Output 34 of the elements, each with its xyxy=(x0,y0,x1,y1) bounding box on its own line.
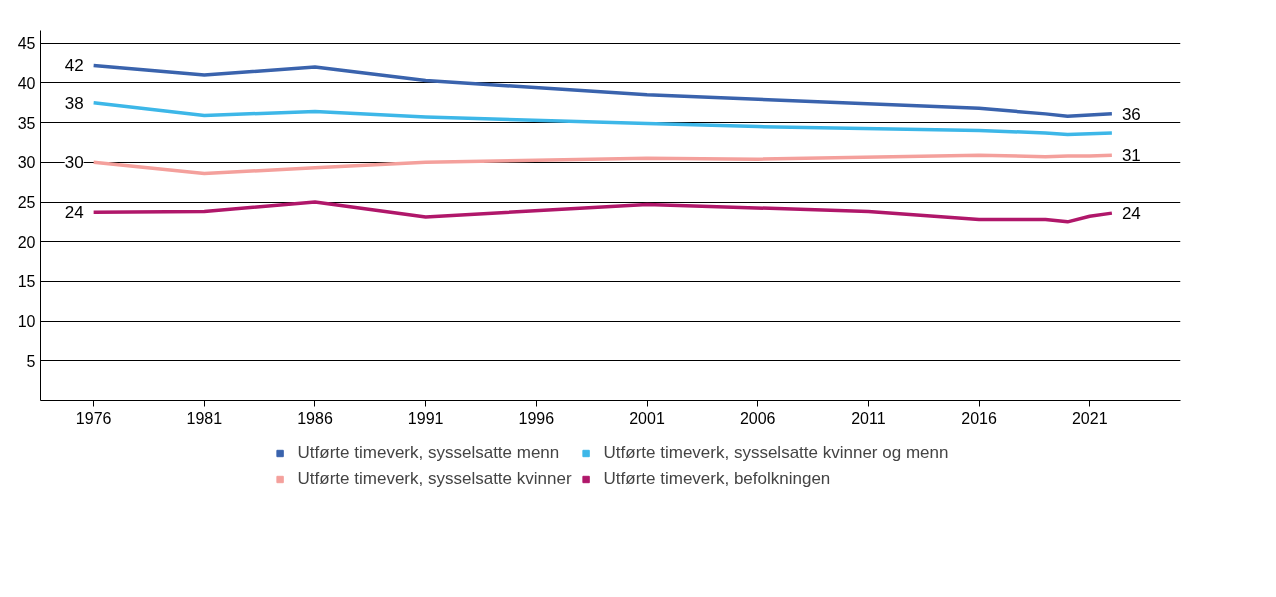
legend-label: Utførte timeverk, sysselsatte menn xyxy=(297,443,560,463)
x-tick-label: 2011 xyxy=(851,409,886,427)
y-tick-label: 15 xyxy=(17,273,36,291)
y-tick-label: 35 xyxy=(17,114,36,132)
data-label: 31 xyxy=(1121,146,1141,166)
y-tick-label: 45 xyxy=(17,35,36,53)
x-tick-label: 2016 xyxy=(961,409,997,427)
x-tick-label: 1996 xyxy=(518,409,555,427)
x-tick-label: 2006 xyxy=(739,409,776,427)
data-label: 42 xyxy=(64,56,84,76)
x-tick-label: 1991 xyxy=(407,409,444,427)
data-label: 30 xyxy=(64,153,84,173)
x-tick-label: 1976 xyxy=(75,409,112,427)
y-tick-label: 20 xyxy=(17,233,36,251)
y-tick-label: 5 xyxy=(26,352,36,370)
x-tick-label: 2021 xyxy=(1071,409,1108,427)
data-label: 24 xyxy=(1121,204,1141,224)
legend-label: Utførte timeverk, befolkningen xyxy=(603,469,831,489)
data-label: 24 xyxy=(64,203,84,223)
line-series xyxy=(91,101,1114,137)
x-tick-label: 2001 xyxy=(629,409,665,427)
legend-label: Utførte timeverk, sysselsatte kvinner xyxy=(297,469,572,489)
y-tick-label: 40 xyxy=(17,74,36,92)
line-series xyxy=(91,200,1114,224)
x-tick-label: 1981 xyxy=(186,409,223,427)
x-tick-label: 1986 xyxy=(297,409,333,427)
y-tick-label: 25 xyxy=(17,194,36,211)
line-series xyxy=(91,153,1114,176)
y-tick-label: 30 xyxy=(17,154,36,172)
legend-label: Utførte timeverk, sysselsatte kvinner og menn xyxy=(603,443,949,463)
y-tick-label: 10 xyxy=(17,313,36,331)
data-label: 36 xyxy=(1121,104,1141,124)
data-label: 38 xyxy=(64,93,84,113)
line-series xyxy=(91,63,1114,118)
